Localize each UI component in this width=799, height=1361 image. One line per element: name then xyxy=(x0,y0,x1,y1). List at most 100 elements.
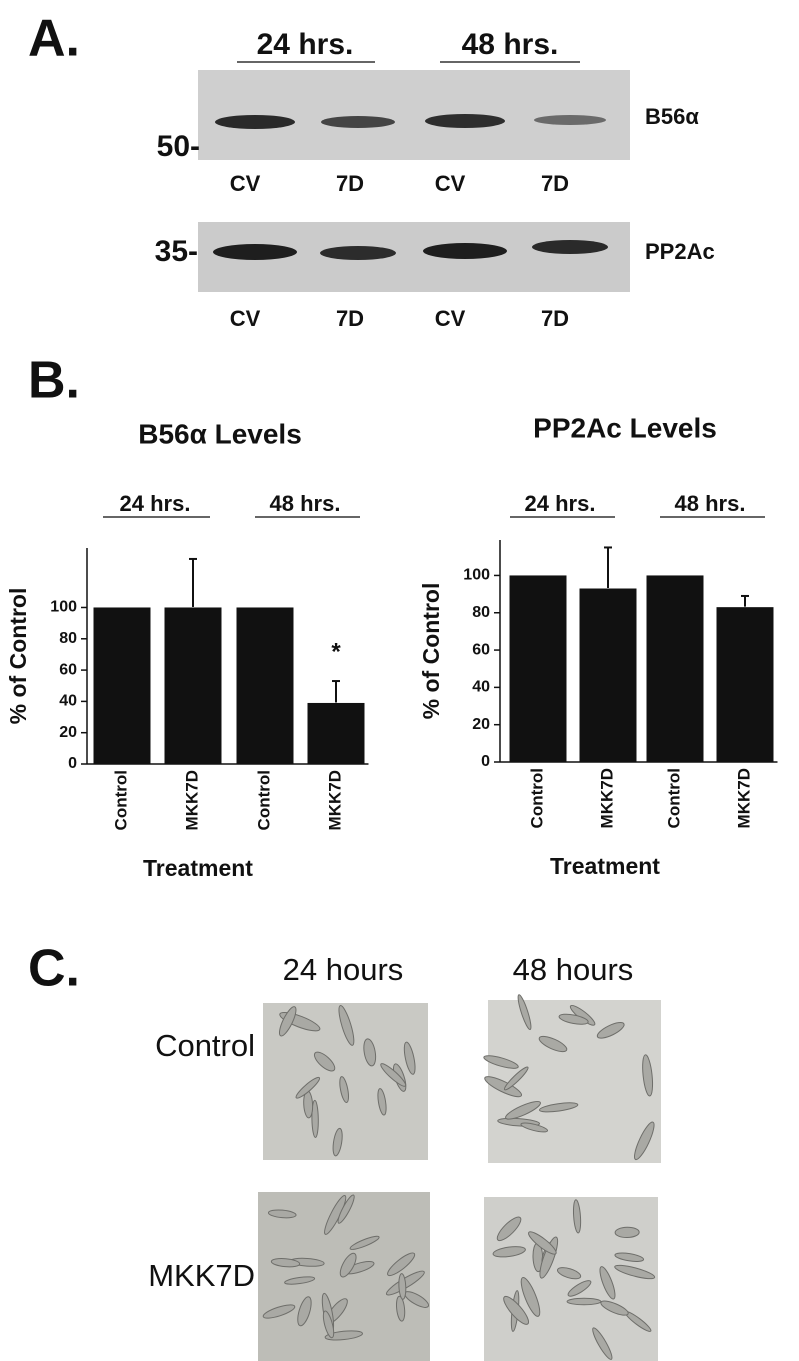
cell xyxy=(363,1038,377,1067)
lane-labels: CV 7D CV 7D xyxy=(230,306,569,331)
cell xyxy=(614,1264,656,1280)
mw-marker: 50- xyxy=(157,130,200,163)
cell xyxy=(349,1235,380,1250)
bar xyxy=(164,607,222,764)
cell xyxy=(505,1100,541,1120)
cell xyxy=(284,1276,316,1285)
band xyxy=(213,244,297,260)
bar xyxy=(646,575,704,762)
y-tick-label: 40 xyxy=(472,679,490,696)
cell xyxy=(566,1297,602,1306)
x-tick-label: MKK7D xyxy=(597,768,616,828)
error-bar xyxy=(741,594,749,607)
x-tick-label: MKK7D xyxy=(182,770,201,830)
chart-title: B56α Levels xyxy=(138,418,302,449)
lane-label: CV xyxy=(435,171,466,196)
band xyxy=(534,115,606,125)
cell xyxy=(270,1258,301,1268)
y-tick-label: 80 xyxy=(59,630,77,647)
cell xyxy=(538,1035,568,1053)
y-tick-label: 80 xyxy=(472,604,490,621)
cell xyxy=(492,1246,526,1258)
cell xyxy=(322,1310,335,1339)
cell xyxy=(503,1066,529,1091)
cell xyxy=(538,1102,579,1113)
cell xyxy=(262,1304,296,1319)
error-bar xyxy=(189,557,197,607)
cell xyxy=(398,1273,407,1300)
cell xyxy=(311,1099,319,1138)
error-bar xyxy=(604,546,612,589)
cell xyxy=(596,1022,625,1039)
band xyxy=(532,240,608,254)
lane-label: 7D xyxy=(541,171,569,196)
cell xyxy=(339,1076,349,1104)
band xyxy=(321,116,395,128)
y-axis-label: % of Control xyxy=(418,583,444,720)
charts: B56α Levels 24 hrs. 48 hrs. 0 20 40 60 80 100 Con… xyxy=(5,412,778,881)
group-label: 24 hrs. xyxy=(257,28,354,61)
cell xyxy=(338,1005,355,1046)
panel-label: B. xyxy=(28,352,80,410)
chart-title: PP2Ac Levels xyxy=(533,412,717,443)
row-label: Control xyxy=(155,1028,255,1063)
x-tick-label: MKK7D xyxy=(734,768,753,828)
lane-label: 7D xyxy=(541,306,569,331)
cell xyxy=(324,1330,364,1341)
bar xyxy=(236,607,294,764)
x-tick-label: Control xyxy=(527,768,546,828)
cell xyxy=(614,1252,645,1262)
y-tick-label: 40 xyxy=(59,693,77,710)
cell xyxy=(558,1013,589,1025)
y-tick-label: 60 xyxy=(59,661,77,678)
blot xyxy=(198,70,630,160)
cell xyxy=(517,994,532,1031)
cell xyxy=(556,1267,582,1280)
cell xyxy=(642,1054,654,1097)
bar xyxy=(716,607,774,762)
lane-label: CV xyxy=(435,306,466,331)
bar xyxy=(509,575,567,762)
micrographs xyxy=(258,994,661,1361)
cell xyxy=(634,1121,655,1161)
cell xyxy=(339,1252,357,1278)
group-label: 48 hrs. xyxy=(462,28,559,61)
cell xyxy=(496,1216,522,1242)
cell xyxy=(503,1295,530,1325)
x-axis-label: Treatment xyxy=(550,853,660,879)
y-tick-label: 100 xyxy=(50,599,77,616)
x-axis-label: Treatment xyxy=(143,855,253,881)
y-tick-label: 20 xyxy=(59,724,77,741)
cell xyxy=(527,1231,557,1255)
band xyxy=(215,115,295,129)
cell xyxy=(572,1199,582,1234)
y-tick-label: 0 xyxy=(481,753,490,770)
y-tick-label: 0 xyxy=(68,755,77,772)
cell xyxy=(599,1266,616,1300)
cell xyxy=(395,1295,406,1322)
band xyxy=(425,114,505,128)
cell xyxy=(337,1194,355,1224)
cell xyxy=(377,1088,387,1116)
cell xyxy=(403,1041,416,1075)
cell xyxy=(484,1076,523,1098)
column-label: 48 hours xyxy=(513,952,634,987)
group-label: 24 hrs. xyxy=(120,491,191,516)
lane-labels: CV 7D CV 7D xyxy=(230,171,569,196)
panel-label: C. xyxy=(28,940,80,998)
error-bar xyxy=(332,680,340,703)
y-axis-label: % of Control xyxy=(5,588,31,725)
lane-label: CV xyxy=(230,306,261,331)
cell xyxy=(332,1127,343,1157)
group-label: 48 hrs. xyxy=(675,491,746,516)
cell xyxy=(614,1226,640,1239)
cell xyxy=(278,1006,297,1037)
column-label: 24 hours xyxy=(283,952,404,987)
cell xyxy=(380,1063,407,1087)
mw-marker: 35- xyxy=(155,235,198,268)
cell xyxy=(592,1327,613,1360)
band xyxy=(320,246,396,260)
y-tick-label: 100 xyxy=(463,567,490,584)
lane-label: 7D xyxy=(336,171,364,196)
